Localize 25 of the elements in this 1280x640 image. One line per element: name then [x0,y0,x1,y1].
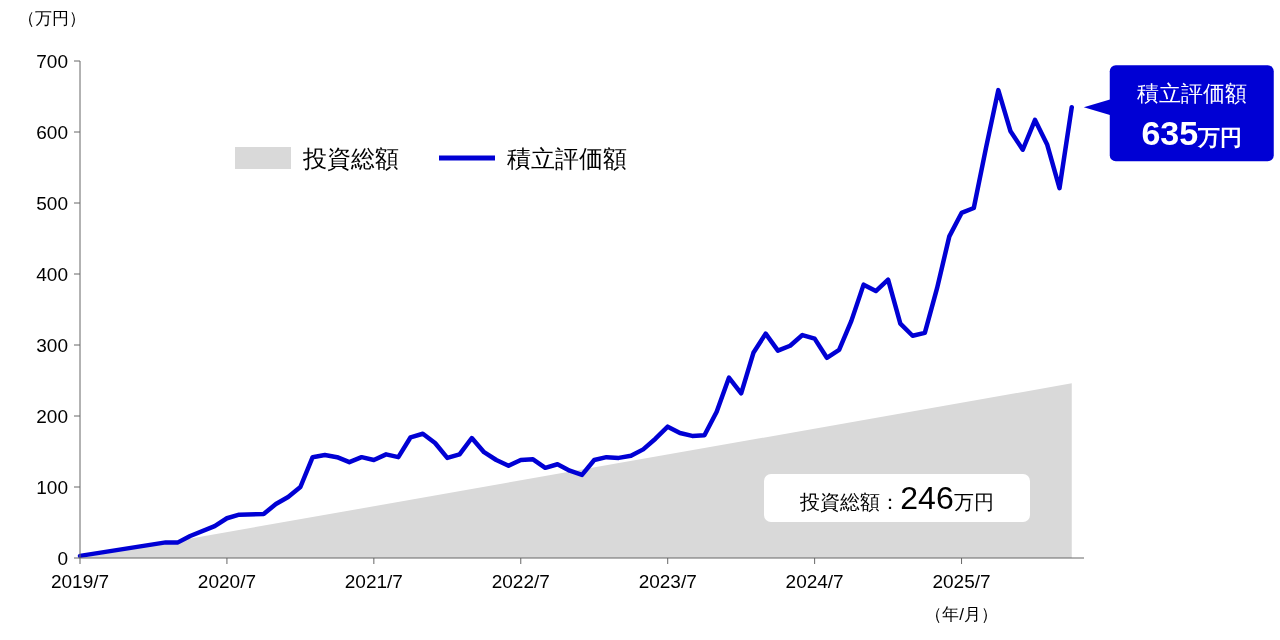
x-axis-title: （年/月） [925,605,998,624]
y-axis-title: （万円） [18,9,86,28]
legend-label: 投資総額 [302,145,399,172]
y-tick-label: 300 [36,335,68,356]
x-tick-label: 2023/7 [638,571,697,592]
y-tick-label: 500 [36,193,68,214]
x-tick-label: 2020/7 [197,571,256,592]
x-tick-label: 2024/7 [785,571,844,592]
x-tick-label: 2021/7 [344,571,403,592]
x-tick-label: 2022/7 [491,571,550,592]
x-tick-label: 2025/7 [932,571,991,592]
y-tick-label: 0 [57,548,68,569]
annotation: 積立評価額 635万円 [1083,65,1274,162]
y-tick-label: 700 [36,51,68,72]
x-tick-label: 2019/7 [50,571,110,592]
y-tick-label: 100 [36,477,68,498]
annotation: 積立評価額 635万円 [1136,81,1247,153]
y-tick-label: 400 [36,264,68,285]
legend-投資総額: 投資総額 [235,145,399,172]
annotation: 投資総額：246万円 [764,474,1030,522]
legend-積立評価額: 積立評価額 [439,145,627,172]
y-tick-label: 600 [36,122,68,143]
y-tick-label: 200 [36,406,68,427]
annotation: 投資総額：246万円 [799,480,994,516]
legend-label: 積立評価額 [507,145,627,172]
